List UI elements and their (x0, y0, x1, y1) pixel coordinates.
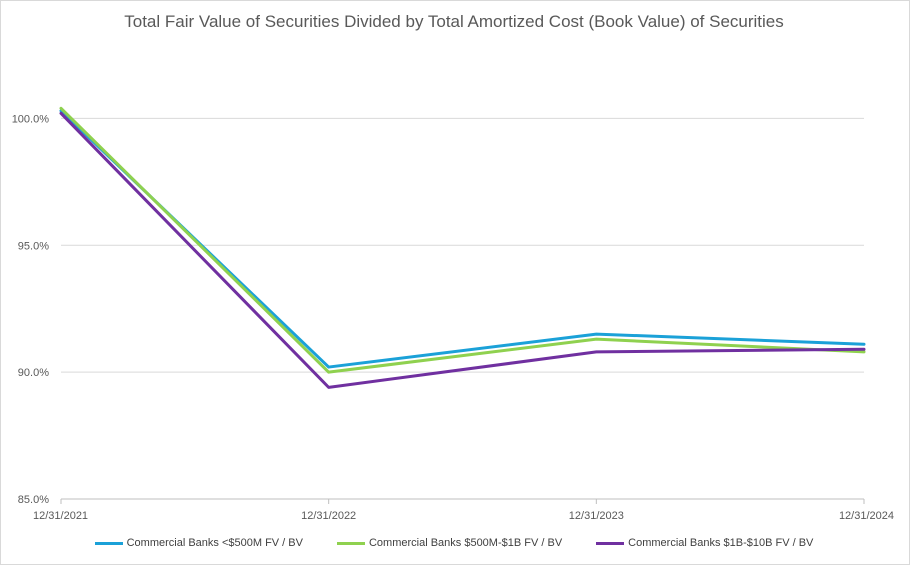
legend-swatch-large-banks (596, 541, 625, 545)
legend-item-mid-banks: Commercial Banks $500M-$1B FV / BV (336, 537, 563, 549)
legend-swatch-mid-banks (336, 541, 365, 545)
series-line-0 (59, 109, 866, 369)
x-tick-label: 12/31/2022 (301, 510, 356, 522)
chart-title: Total Fair Value of Securities Divided b… (124, 12, 784, 31)
legend-item-large-banks: Commercial Banks $1B-$10B FV / BV (596, 537, 813, 549)
x-tick-label: 12/31/2024 (839, 510, 894, 522)
legend-label-large-banks: Commercial Banks $1B-$10B FV / BV (628, 537, 814, 549)
y-tick-label: 85.0% (18, 494, 49, 506)
y-tick-label: 95.0% (18, 240, 49, 252)
x-tick-label: 12/31/2023 (569, 510, 624, 522)
legend-label-mid-banks: Commercial Banks $500M-$1B FV / BV (368, 537, 563, 549)
legend-item-small-banks: Commercial Banks <$500M FV / BV (94, 537, 303, 549)
x-tick-label: 12/31/2021 (33, 510, 88, 522)
legend: Commercial Banks <$500M FV / BV Commerci… (0, 537, 908, 549)
series-line-2 (59, 111, 866, 389)
y-tick-label: 100.0% (12, 113, 50, 125)
series-line-1 (59, 106, 866, 374)
legend-label-small-banks: Commercial Banks <$500M FV / BV (126, 537, 303, 549)
y-tick-label: 90.0% (18, 367, 49, 379)
legend-swatch-small-banks (94, 541, 123, 545)
